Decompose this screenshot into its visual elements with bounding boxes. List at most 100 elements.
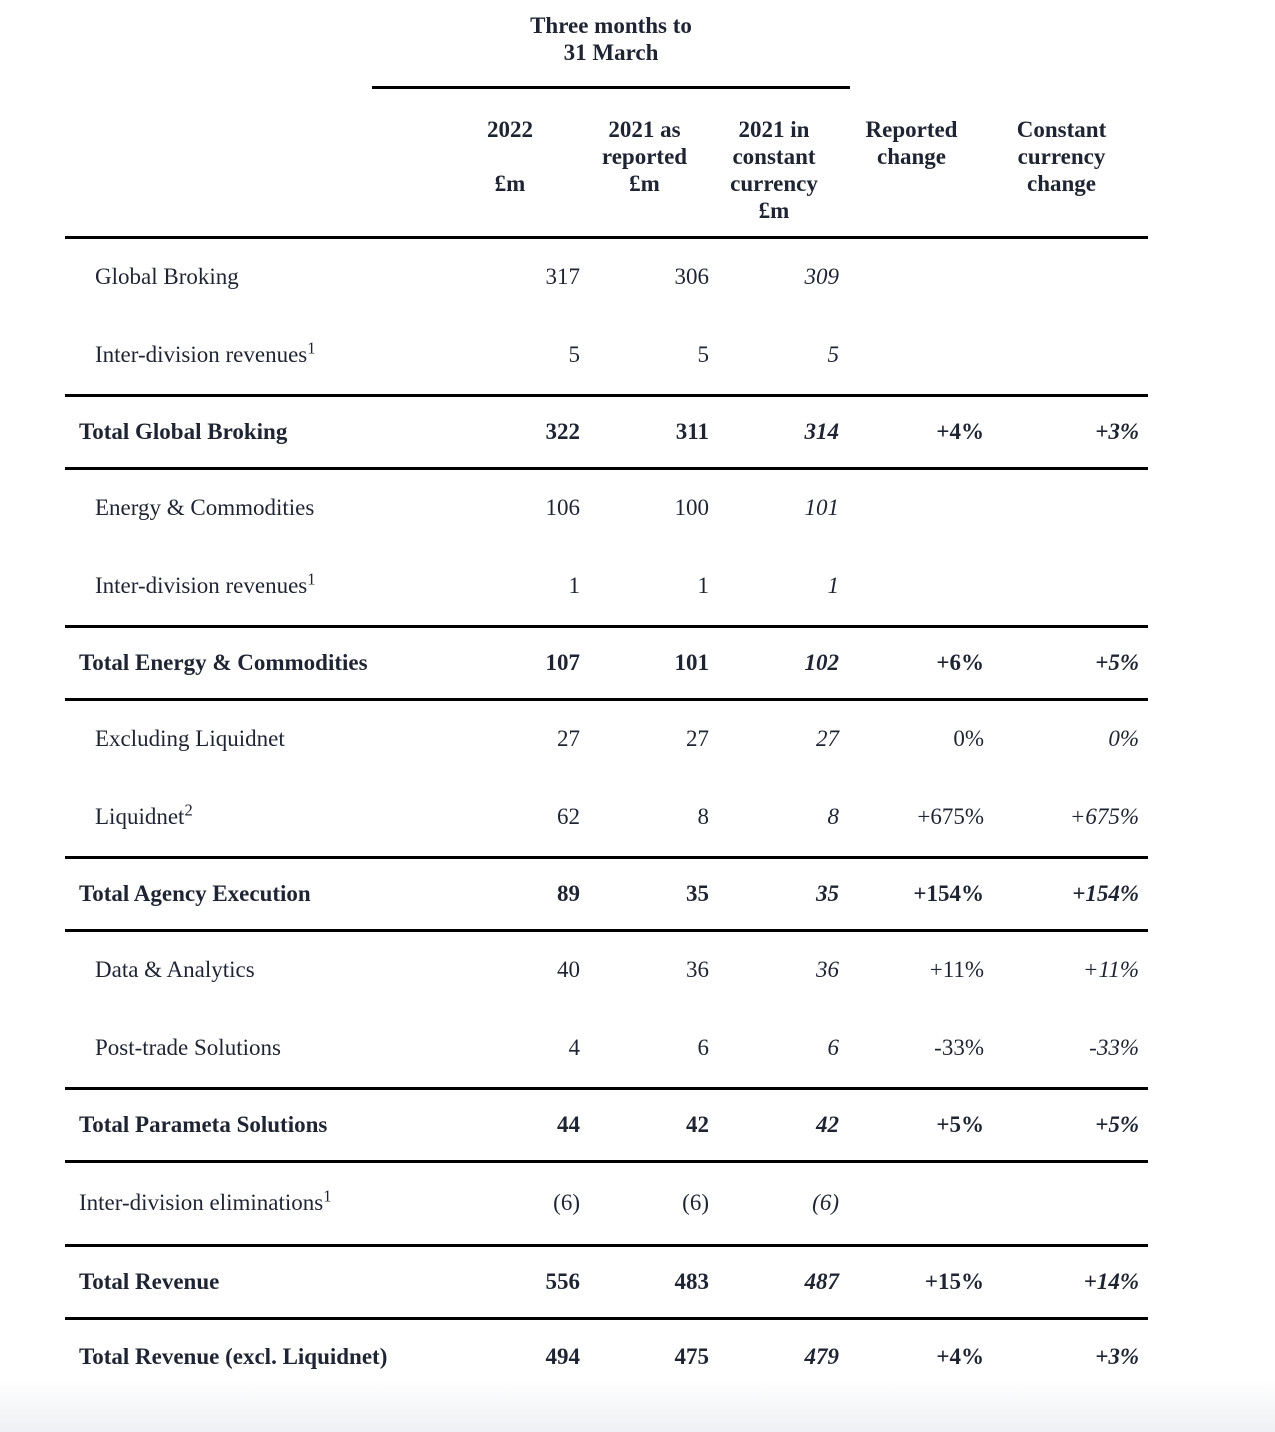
cell-cc-change: +3% bbox=[1095, 418, 1139, 444]
cell-2021-cc: 35 bbox=[816, 880, 839, 906]
row-post-trade-solutions: Post-trade Solutions 4 6 6 -33% -33% bbox=[65, 1009, 1148, 1088]
cell-reported-change bbox=[839, 237, 984, 316]
cell-2021-reported: 1 bbox=[697, 572, 710, 598]
cell-label: Post-trade Solutions bbox=[95, 1034, 281, 1060]
cell-label: Global Broking bbox=[95, 264, 239, 290]
cell-2021-reported: 100 bbox=[674, 495, 710, 521]
column-header-row: 2022 £m 2021 as reported £m 2021 in cons… bbox=[65, 89, 1148, 237]
cell-label: Energy & Commodities bbox=[95, 495, 315, 521]
cell-2022: 494 bbox=[545, 1343, 581, 1369]
cell-reported-change bbox=[839, 1161, 984, 1245]
revenue-report-page: Three months to 31 March 2022 £m 2021 as… bbox=[65, 0, 1148, 1394]
col-header-constant-currency-change: Constant currency change bbox=[1016, 117, 1107, 196]
row-inter-division-revenues-gb: Inter-division revenues1 5 5 5 bbox=[65, 316, 1148, 395]
cell-cc-change: +154% bbox=[1072, 880, 1139, 906]
col-header-2021-reported: 2021 as reported £m bbox=[601, 117, 688, 196]
cell-label: Liquidnet2 bbox=[95, 800, 193, 829]
cell-label: Inter-division eliminations1 bbox=[79, 1186, 332, 1215]
cell-cc-change: -33% bbox=[1089, 1034, 1139, 1060]
col-header-2022: 2022 £m bbox=[487, 117, 533, 196]
cell-cc-change: +3% bbox=[1095, 1343, 1139, 1369]
cell-cc-change: +5% bbox=[1095, 1111, 1139, 1137]
cell-2021-cc: 8 bbox=[827, 803, 840, 829]
cell-2022: (6) bbox=[553, 1190, 580, 1215]
col-header-2021-constant-currency: 2021 in constant currency £m bbox=[730, 117, 818, 223]
cell-2021-reported: 101 bbox=[674, 649, 710, 675]
cell-2021-cc: 36 bbox=[816, 957, 839, 983]
cell-2021-reported: 36 bbox=[686, 957, 709, 983]
cell-reported-change bbox=[839, 468, 984, 547]
cell-cc-change: +675% bbox=[1069, 803, 1139, 829]
col-header-spacer bbox=[65, 89, 440, 237]
cell-label: Total Agency Execution bbox=[79, 880, 311, 906]
cell-reported-change: +675% bbox=[917, 803, 984, 829]
cell-label: Data & Analytics bbox=[95, 957, 255, 983]
cell-cc-change: +5% bbox=[1095, 649, 1139, 675]
cell-2022: 44 bbox=[557, 1111, 580, 1137]
cell-label: Excluding Liquidnet bbox=[95, 726, 285, 752]
row-data-analytics: Data & Analytics 40 36 36 +11% +11% bbox=[65, 930, 1148, 1009]
row-liquidnet: Liquidnet2 62 8 8 +675% +675% bbox=[65, 778, 1148, 857]
row-inter-division-revenues-ec: Inter-division revenues1 1 1 1 bbox=[65, 547, 1148, 626]
row-total-revenue-excl-liquidnet: Total Revenue (excl. Liquidnet) 494 475 … bbox=[65, 1318, 1148, 1394]
cell-2021-reported: 42 bbox=[686, 1111, 709, 1137]
cell-2021-cc: 1 bbox=[827, 572, 840, 598]
row-total-energy-commodities: Total Energy & Commodities 107 101 102 +… bbox=[65, 626, 1148, 699]
cell-cc-change bbox=[984, 237, 1148, 316]
cell-2021-reported: 311 bbox=[675, 418, 709, 444]
cell-reported-change: +15% bbox=[924, 1268, 984, 1294]
row-excluding-liquidnet: Excluding Liquidnet 27 27 27 0% 0% bbox=[65, 699, 1148, 778]
cell-reported-change: +154% bbox=[913, 880, 984, 906]
cell-label: Inter-division revenues1 bbox=[95, 569, 316, 598]
cell-2021-cc: 102 bbox=[804, 649, 840, 675]
cell-2022: 322 bbox=[545, 418, 581, 444]
cell-reported-change: 0% bbox=[953, 726, 984, 752]
cell-label: Total Energy & Commodities bbox=[79, 649, 368, 675]
cell-2021-reported: (6) bbox=[682, 1190, 709, 1215]
cell-2021-reported: 8 bbox=[697, 803, 710, 829]
row-total-agency-execution: Total Agency Execution 89 35 35 +154% +1… bbox=[65, 857, 1148, 930]
row-inter-division-eliminations: Inter-division eliminations1 (6) (6) (6) bbox=[65, 1161, 1148, 1245]
cell-2022: 1 bbox=[568, 572, 581, 598]
cell-cc-change bbox=[984, 547, 1148, 626]
cell-2022: 62 bbox=[557, 803, 580, 829]
row-total-revenue: Total Revenue 556 483 487 +15% +14% bbox=[65, 1245, 1148, 1318]
cell-label: Total Parameta Solutions bbox=[79, 1111, 328, 1137]
cell-2021-reported: 27 bbox=[686, 726, 709, 752]
cell-reported-change: +11% bbox=[929, 957, 984, 983]
row-total-global-broking: Total Global Broking 322 311 314 +4% +3% bbox=[65, 395, 1148, 468]
cell-reported-change: +6% bbox=[936, 649, 984, 675]
cell-2022: 317 bbox=[545, 264, 581, 290]
cell-label: Total Revenue (excl. Liquidnet) bbox=[79, 1343, 388, 1369]
cell-2022: 4 bbox=[568, 1034, 581, 1060]
cell-2021-cc: 487 bbox=[804, 1268, 840, 1294]
cell-label: Total Revenue bbox=[79, 1268, 220, 1294]
row-total-parameta-solutions: Total Parameta Solutions 44 42 42 +5% +5… bbox=[65, 1088, 1148, 1161]
cell-2022: 106 bbox=[545, 495, 581, 521]
cell-cc-change: +11% bbox=[1083, 957, 1139, 983]
cell-reported-change: +4% bbox=[936, 1343, 984, 1369]
cell-reported-change bbox=[839, 547, 984, 626]
revenue-table: 2022 £m 2021 as reported £m 2021 in cons… bbox=[65, 89, 1148, 1394]
cell-2021-reported: 475 bbox=[674, 1343, 710, 1369]
cell-reported-change bbox=[839, 316, 984, 395]
cell-2021-cc: 479 bbox=[804, 1343, 840, 1369]
cell-2021-reported: 306 bbox=[674, 264, 710, 290]
cell-2021-cc: 314 bbox=[804, 418, 840, 444]
cell-2021-cc: 5 bbox=[827, 341, 840, 367]
cell-2022: 107 bbox=[545, 649, 581, 675]
cell-2022: 40 bbox=[557, 957, 580, 983]
cell-2021-cc: 101 bbox=[804, 495, 840, 521]
cell-2021-reported: 483 bbox=[674, 1268, 710, 1294]
cell-2021-cc: 27 bbox=[816, 726, 839, 752]
cell-reported-change: -33% bbox=[934, 1034, 984, 1060]
cell-2021-cc: 42 bbox=[816, 1111, 839, 1137]
cell-2021-cc: 309 bbox=[804, 264, 840, 290]
cell-cc-change: 0% bbox=[1108, 726, 1139, 752]
cell-label: Total Global Broking bbox=[79, 418, 288, 444]
cell-cc-change: +14% bbox=[1083, 1268, 1139, 1294]
cell-2021-reported: 5 bbox=[697, 341, 710, 367]
cell-2022: 5 bbox=[568, 341, 581, 367]
cell-2021-cc: 6 bbox=[827, 1034, 840, 1060]
period-label: Three months to 31 March bbox=[530, 13, 692, 65]
